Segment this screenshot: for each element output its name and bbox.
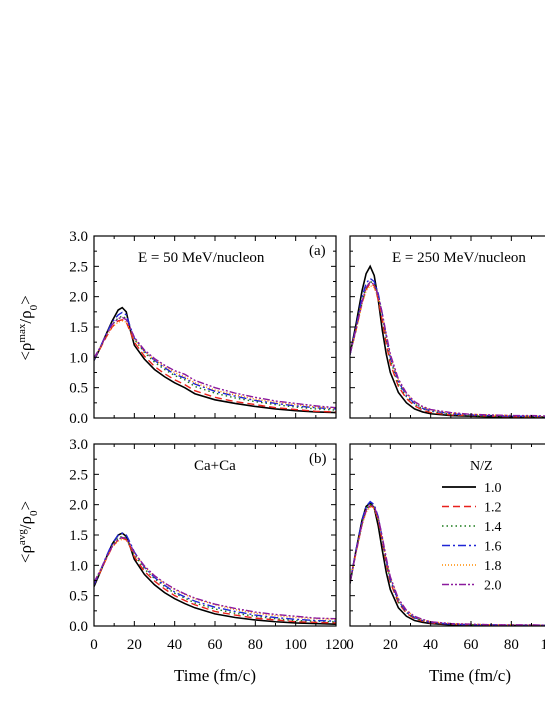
- legend-title: N/Z: [470, 459, 493, 474]
- x-axis-title-left: Time (fm/c): [174, 666, 256, 685]
- series-line-1.4: [94, 535, 336, 623]
- panel-a: 0.0 0.5 1.0 1.5 2.0 2.5 3.0 E = 50 MeV/nucleon (…: [69, 229, 337, 427]
- y-tick-label: 1.0: [69, 558, 88, 574]
- y-tick-label: 3.0: [69, 229, 88, 245]
- series-line-2.0: [350, 504, 545, 626]
- legend-label-1.4: 1.4: [484, 520, 502, 535]
- panel-d: 0 20 40 60 80 100: [346, 443, 545, 653]
- x-tick-label: 40: [167, 637, 182, 653]
- series-line-1.8: [350, 284, 545, 417]
- x-tick-label: 120: [325, 637, 348, 653]
- y-tick-label: 1.5: [69, 528, 88, 544]
- series-line-1.2: [94, 537, 336, 624]
- panel-annotation-b: Ca+Ca: [194, 458, 236, 474]
- legend-label-1.8: 1.8: [484, 559, 502, 574]
- legend: N/Z 1.0 1.2 1.4 1.6 1.8 2.0: [442, 459, 502, 594]
- legend-label-1.2: 1.2: [484, 501, 502, 516]
- series-line-1.2: [94, 318, 336, 413]
- series-line-2.0: [94, 536, 336, 620]
- x-axis-title-right: Time (fm/c): [429, 666, 511, 685]
- legend-item: 1.6: [442, 540, 502, 555]
- series-group-d: [350, 500, 545, 626]
- panel-annotation-a: E = 50 MeV/nucleon: [138, 250, 265, 266]
- x-tick-label: 100: [540, 637, 545, 653]
- y-tick-label: 3.0: [69, 437, 88, 453]
- legend-item: 1.4: [442, 520, 502, 535]
- y-tick-label: 0.5: [69, 589, 88, 605]
- series-line-2.0: [94, 316, 336, 409]
- series-line-2.0: [350, 281, 545, 417]
- x-tick-label: 20: [383, 637, 398, 653]
- x-tick-label: 0: [346, 637, 354, 653]
- y-tick-label: 0.0: [69, 619, 88, 635]
- y-tick-label: 1.0: [69, 350, 88, 366]
- y-tick-label: 0.5: [69, 381, 88, 397]
- x-tick-label: 100: [284, 637, 307, 653]
- legend-label-2.0: 2.0: [484, 579, 502, 594]
- y-axis-title-bottom: <ρavg/ρ0>: [16, 501, 40, 563]
- y-tick-label: 0.0: [69, 411, 88, 427]
- series-line-1.8: [94, 320, 336, 409]
- series-line-1.0: [350, 264, 545, 418]
- panel-b: 0.0 0.5 1.0 1.5 2.0 2.5 3.0 0 20 40 60 80 100 120 Ca+C…: [69, 437, 347, 653]
- legend-label-1.6: 1.6: [484, 540, 502, 555]
- series-group-a: [94, 306, 336, 414]
- x-tick-label: 40: [423, 637, 438, 653]
- series-line-1.6: [94, 532, 336, 622]
- panels-layer: 0.0 0.5 1.0 1.5 2.0 2.5 3.0 E = 50 MeV/nucleon (…: [69, 229, 545, 653]
- x-tick-label: 60: [208, 637, 223, 653]
- x-tick-label: 60: [464, 637, 479, 653]
- panel-label-a: (a): [309, 243, 326, 259]
- series-group-c: [350, 264, 545, 418]
- series-line-1.6: [94, 311, 336, 410]
- x-tick-label: 20: [127, 637, 142, 653]
- series-group-b: [94, 532, 336, 625]
- legend-item: 2.0: [442, 579, 502, 594]
- y-tick-label: 2.5: [69, 259, 88, 275]
- legend-item: 1.0: [442, 481, 502, 496]
- panel-c: E = 250 MeV/nucleon: [349, 235, 545, 419]
- y-tick-label: 2.0: [69, 290, 88, 306]
- series-line-1.8: [350, 506, 545, 626]
- y-tick-label: 2.0: [69, 498, 88, 514]
- legend-label-1.0: 1.0: [484, 481, 502, 496]
- legend-item: 1.8: [442, 559, 502, 574]
- x-tick-label: 80: [248, 637, 263, 653]
- y-axis-title-top: <ρmax/ρ0>: [16, 295, 40, 360]
- x-tick-label: 0: [90, 637, 98, 653]
- y-tick-label: 2.5: [69, 467, 88, 483]
- panel-annotation-c: E = 250 MeV/nucleon: [392, 250, 526, 266]
- panel-label-b: (b): [309, 451, 327, 467]
- x-tick-label: 80: [504, 637, 519, 653]
- legend-item: 1.2: [442, 501, 502, 516]
- series-line-1.0: [94, 306, 336, 414]
- y-tick-label: 1.5: [69, 320, 88, 336]
